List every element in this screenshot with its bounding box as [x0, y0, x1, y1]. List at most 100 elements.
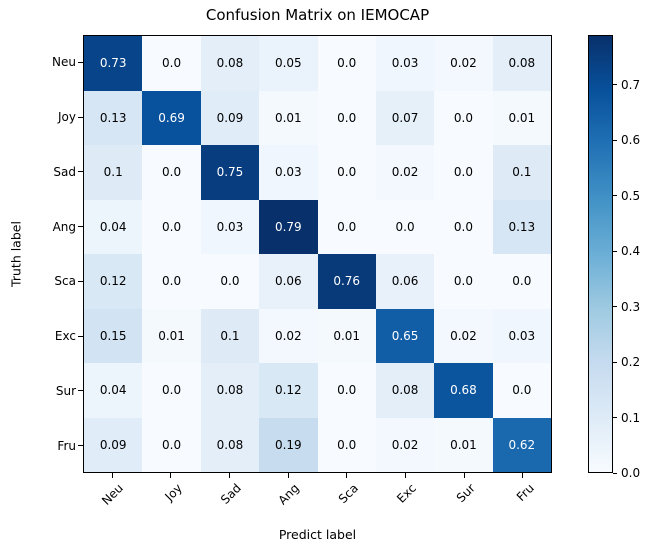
x-tick-mark	[404, 473, 406, 478]
heatmap-cell: 0.08	[375, 363, 435, 418]
heatmap-cell: 0.02	[259, 308, 318, 363]
x-tick-label: Sca	[335, 481, 361, 507]
heatmap-cell: 0.08	[200, 417, 260, 472]
y-tick-mark	[78, 280, 83, 282]
heatmap-cell: 0.03	[492, 308, 551, 363]
y-tick-label: Fru	[57, 438, 76, 453]
y-axis-label: Truth label	[8, 221, 24, 287]
heatmap-cell: 0.0	[492, 254, 551, 309]
heatmap-cell: 0.02	[434, 36, 493, 91]
heatmap-cell: 0.01	[259, 90, 318, 145]
chart-title: Confusion Matrix on IEMOCAP	[205, 6, 430, 24]
x-tick-mark	[463, 473, 465, 478]
y-tick-label: Sur	[55, 383, 76, 398]
heatmap-cell: 0.0	[317, 363, 376, 418]
heatmap-cell: 0.0	[375, 199, 435, 254]
heatmap-cell: 0.19	[259, 417, 318, 472]
colorbar	[588, 35, 613, 473]
x-tick-label: Sad	[217, 481, 244, 507]
y-tick-mark	[78, 390, 83, 392]
y-tick-mark	[78, 445, 83, 447]
heatmap-cell: 0.73	[84, 36, 143, 91]
x-tick-mark	[170, 473, 172, 478]
x-tick-label: Exc	[394, 481, 420, 506]
heatmap-cell: 0.04	[84, 363, 143, 418]
heatmap-cell: 0.0	[434, 254, 493, 309]
heatmap-cell: 0.01	[434, 417, 493, 472]
heatmap-cell: 0.02	[434, 308, 493, 363]
heatmap-cell: 0.13	[84, 90, 143, 145]
heatmap-cell: 0.0	[142, 145, 201, 200]
heatmap-cell: 0.01	[317, 308, 376, 363]
heatmap-cell: 0.0	[434, 199, 493, 254]
y-tick-label: Exc	[54, 329, 76, 344]
heatmap-cell: 0.0	[142, 199, 201, 254]
colorbar-tick-mark	[613, 417, 617, 419]
heatmap-cell: 0.07	[375, 90, 435, 145]
heatmap-cell: 0.01	[142, 308, 201, 363]
heatmap-cell: 0.06	[375, 254, 435, 309]
heatmap-cell: 0.62	[492, 417, 551, 472]
heatmap-cell: 0.1	[200, 308, 260, 363]
colorbar-tick-mark	[613, 195, 617, 197]
y-tick-label: Joy	[58, 110, 76, 125]
heatmap-cell: 0.04	[84, 199, 143, 254]
heatmap-cell: 0.08	[492, 36, 551, 91]
heatmap-cell: 0.0	[434, 90, 493, 145]
heatmap-cell: 0.0	[200, 254, 260, 309]
heatmap-cell: 0.1	[84, 145, 143, 200]
heatmap-cell: 0.68	[434, 363, 493, 418]
heatmap-cell: 0.0	[142, 36, 201, 91]
heatmap-cell: 0.69	[142, 90, 201, 145]
colorbar-tick-mark	[613, 84, 617, 86]
heatmap-cell: 0.09	[84, 417, 143, 472]
colorbar-tick-label: 0.4	[621, 244, 641, 259]
heatmap-cell: 0.75	[200, 145, 260, 200]
x-tick-label: Joy	[162, 481, 185, 504]
x-tick-label: Fru	[513, 481, 537, 505]
x-tick-mark	[346, 473, 348, 478]
colorbar-tick-label: 0.1	[621, 410, 641, 425]
colorbar-tick-mark	[613, 306, 617, 308]
x-tick-label: Neu	[99, 481, 127, 508]
heatmap-cell: 0.0	[317, 145, 376, 200]
y-tick-label: Neu	[52, 55, 76, 70]
heatmap-cell: 0.0	[142, 417, 201, 472]
colorbar-tick-label: 0.0	[621, 466, 641, 480]
heatmap-cell: 0.0	[142, 254, 201, 309]
y-tick-mark	[78, 116, 83, 118]
heatmap-cell: 0.01	[492, 90, 551, 145]
x-tick-label: Ang	[275, 481, 303, 508]
x-axis-label: Predict label	[278, 527, 357, 542]
x-tick-mark	[287, 473, 289, 478]
heatmap-cell: 0.1	[492, 145, 551, 200]
y-tick-mark	[78, 171, 83, 173]
heatmap-cell: 0.65	[375, 308, 435, 363]
colorbar-tick-mark	[613, 472, 617, 474]
heatmap-cell: 0.05	[259, 36, 318, 91]
heatmap-cell: 0.0	[317, 36, 376, 91]
heatmap-cell: 0.03	[375, 36, 435, 91]
heatmap-cell: 0.03	[200, 199, 260, 254]
y-tick-label: Sca	[54, 274, 76, 289]
heatmap-cell: 0.0	[317, 90, 376, 145]
x-tick-mark	[522, 473, 524, 478]
heatmap-cell: 0.0	[492, 363, 551, 418]
heatmap-cell: 0.15	[84, 308, 143, 363]
heatmap-cell: 0.08	[200, 363, 260, 418]
colorbar-tick-label: 0.2	[621, 355, 641, 370]
heatmap-cell: 0.09	[200, 90, 260, 145]
heatmap-cell: 0.0	[317, 199, 376, 254]
heatmap-cell: 0.08	[200, 36, 260, 91]
heatmap-cell: 0.12	[259, 363, 318, 418]
y-tick-mark	[78, 61, 83, 63]
colorbar-tick-mark	[613, 250, 617, 252]
heatmap-cell: 0.06	[259, 254, 318, 309]
colorbar-tick-label: 0.3	[621, 299, 641, 314]
heatmap-cell: 0.0	[434, 145, 493, 200]
heatmap-cell: 0.02	[375, 145, 435, 200]
y-tick-mark	[78, 226, 83, 228]
heatmap-cell: 0.79	[259, 199, 318, 254]
heatmap-cell: 0.0	[317, 417, 376, 472]
